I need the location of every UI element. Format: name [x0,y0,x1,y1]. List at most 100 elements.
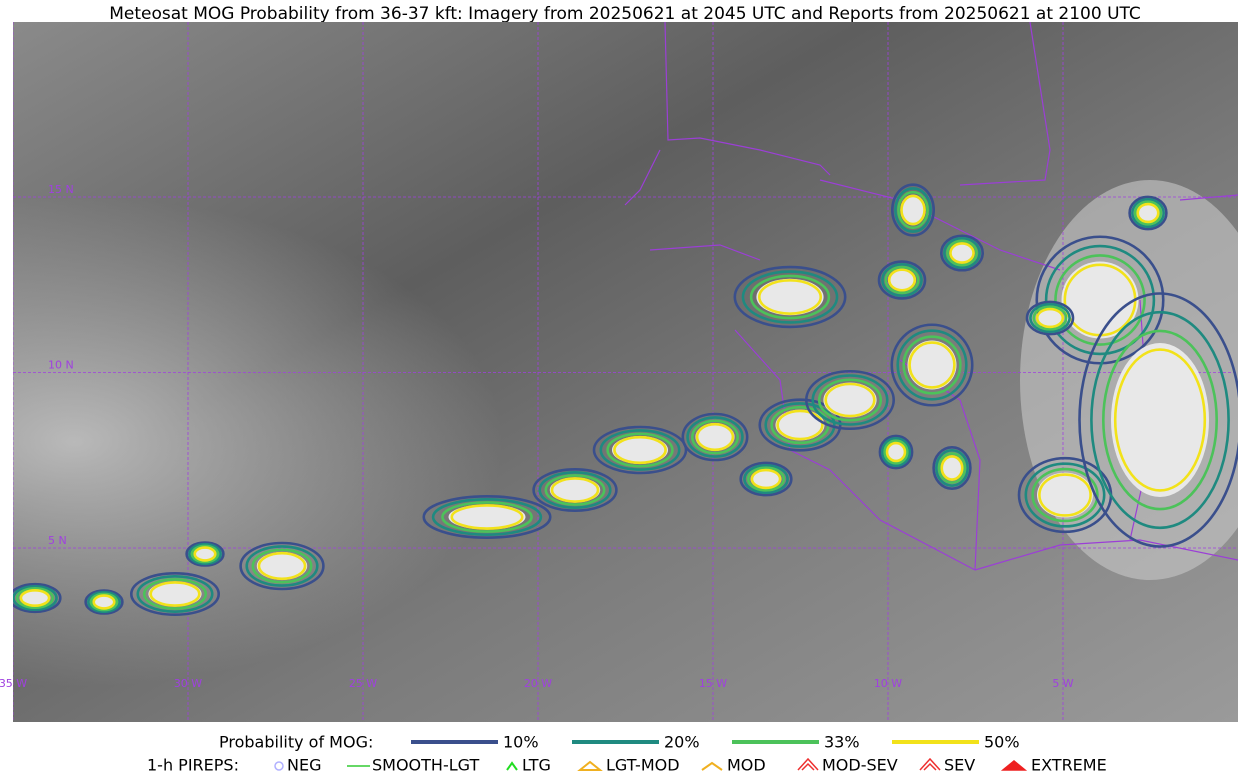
contour [245,545,319,587]
contour [946,239,978,267]
contour [606,432,674,468]
contour [13,582,62,614]
contour [908,341,956,389]
contour [691,419,739,455]
contour [130,571,221,616]
contour [1136,202,1160,224]
cloud-top [1037,472,1093,518]
contour [695,422,735,452]
cloud-top [775,409,825,441]
cloud-top [549,477,601,503]
contour [885,441,907,463]
contour [1035,235,1165,365]
contour [185,541,225,567]
cloud-top [695,423,735,451]
cloud-top [888,268,916,292]
legend-label: Probability of MOG: [219,733,373,752]
map [13,22,1238,722]
contour [87,590,121,614]
contour [881,263,923,297]
contour [1054,254,1146,346]
cloud-top [448,504,526,530]
contour [613,435,667,465]
cloud-top [900,194,926,226]
contour [817,378,883,422]
contour [422,494,552,539]
longitude-label: 5 W [1052,677,1073,690]
cloud-top [823,382,877,418]
contour [532,467,618,512]
legend-symbol [577,760,603,771]
contour [1024,462,1106,528]
contour [142,578,208,610]
contour [257,551,307,581]
legend-item: 10% [503,733,539,752]
contour [15,586,55,610]
cloud-top [756,278,824,316]
contour [136,575,214,613]
contour [1090,310,1230,530]
cloud-top [612,436,668,464]
contour [902,335,962,395]
latitude-label: 10 N [48,359,74,372]
contour [949,242,975,264]
legend-symbol [506,761,518,771]
contour [939,234,984,272]
contour [149,581,201,607]
contour [592,425,688,475]
contour [884,265,920,295]
contour [804,369,895,431]
contour [896,329,968,401]
cloud-top [907,340,957,390]
longitude-label: 15 W [699,677,727,690]
contour [940,455,964,481]
contour [1128,195,1168,231]
cloud-top [193,547,217,561]
longitude-label: 25 W [349,677,377,690]
legend-symbol [919,757,941,771]
contour [733,265,847,329]
contour [431,498,543,536]
contour [1035,307,1065,329]
contour [19,589,51,607]
contour [193,546,217,562]
contour [89,592,119,612]
contour [538,471,612,509]
legend-item: 50% [984,733,1020,752]
contour [1113,348,1207,492]
contour [550,477,600,503]
contour [877,260,927,300]
contour [1044,244,1156,356]
borders [624,22,1238,571]
contour [1025,300,1075,336]
legend-item: MOD [727,756,766,775]
longitude-label: 20 W [524,677,552,690]
cloud-top [92,595,116,609]
contour [757,279,823,315]
title: Meteosat MOG Probability from 36-37 kft:… [109,4,1141,24]
contour [776,409,824,441]
contour [450,504,524,530]
cloud-top [19,589,51,607]
contour [190,544,220,564]
cloud-top [1061,261,1139,339]
cloud-top [256,552,308,580]
contour [932,445,972,490]
contour [943,237,981,270]
contour [251,548,313,584]
cloud-top [1111,343,1209,497]
latitude-label: 5 N [48,534,67,547]
contour [1078,292,1238,548]
contour [741,270,839,324]
cloud-top [750,469,782,489]
contour [900,194,926,226]
contour [1029,302,1071,334]
contour [750,468,782,490]
legend-symbol [1000,760,1028,771]
contour [883,439,909,465]
contour [13,584,58,612]
contour [1133,200,1163,226]
longitude-label: 10 W [874,677,902,690]
contour [739,461,793,497]
contour [746,466,786,492]
